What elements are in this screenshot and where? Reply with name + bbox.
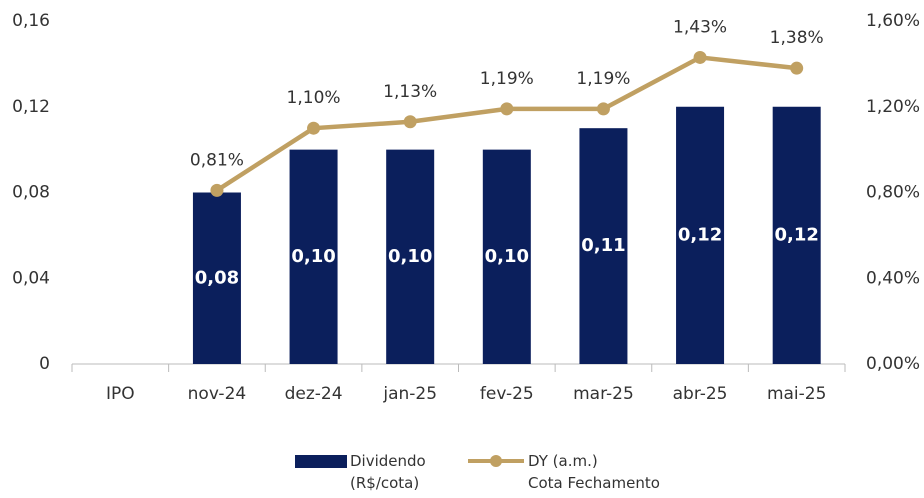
legend-swatch	[295, 455, 347, 468]
line-marker	[403, 115, 417, 129]
y-tick-label: 0,04	[12, 268, 50, 288]
bar-value-label: 0,10	[485, 246, 529, 267]
x-tick-label: nov-24	[188, 384, 247, 404]
x-tick-label: abr-25	[673, 384, 728, 404]
bar-value-label: 0,12	[678, 224, 722, 245]
line-value-label: 1,43%	[673, 17, 727, 37]
x-tick-label: mai-25	[767, 384, 826, 404]
y2-tick-label: 0,80%	[866, 183, 920, 203]
y-tick-label: 0	[39, 354, 50, 374]
line-value-label: 1,19%	[576, 69, 630, 89]
bar	[772, 106, 821, 364]
bar-value-label: 0,12	[774, 224, 818, 245]
y2-tick-label: 0,00%	[866, 354, 920, 374]
line-marker	[693, 50, 707, 64]
legend-label: Dividendo (R$/cota)	[350, 452, 426, 492]
line-value-label: 0,81%	[190, 150, 244, 170]
legend-label: DY (a.m.) Cota Fechamento	[528, 452, 660, 492]
x-tick-label: mar-25	[573, 384, 634, 404]
x-tick-label: dez-24	[285, 384, 343, 404]
bar	[482, 149, 531, 364]
line-marker	[790, 61, 804, 75]
x-tick-label: fev-25	[480, 384, 534, 404]
y2-tick-label: 1,20%	[866, 97, 920, 117]
x-tick-label: jan-25	[382, 384, 437, 404]
line-marker	[596, 102, 610, 116]
y-tick-label: 0,16	[12, 11, 50, 31]
bar-value-label: 0,08	[195, 267, 239, 288]
line-value-label: 1,19%	[480, 69, 534, 89]
y-tick-label: 0,08	[12, 183, 50, 203]
bar-value-label: 0,11	[581, 235, 625, 256]
line-value-label: 1,38%	[770, 28, 824, 48]
line-value-label: 1,13%	[383, 82, 437, 102]
y2-tick-label: 1,60%	[866, 11, 920, 31]
line-value-label: 1,10%	[287, 88, 341, 108]
y2-tick-label: 0,40%	[866, 268, 920, 288]
bar-value-label: 0,10	[388, 246, 432, 267]
line-marker	[307, 121, 321, 135]
bar	[192, 192, 241, 364]
bar	[676, 106, 725, 364]
bar	[386, 149, 435, 364]
x-tick-label: IPO	[106, 384, 135, 404]
bar-value-label: 0,10	[291, 246, 335, 267]
bar	[579, 128, 628, 364]
bar	[289, 149, 338, 364]
y-tick-label: 0,12	[12, 97, 50, 117]
line-marker	[500, 102, 514, 116]
legend-marker	[490, 455, 502, 467]
line-marker	[210, 183, 224, 197]
